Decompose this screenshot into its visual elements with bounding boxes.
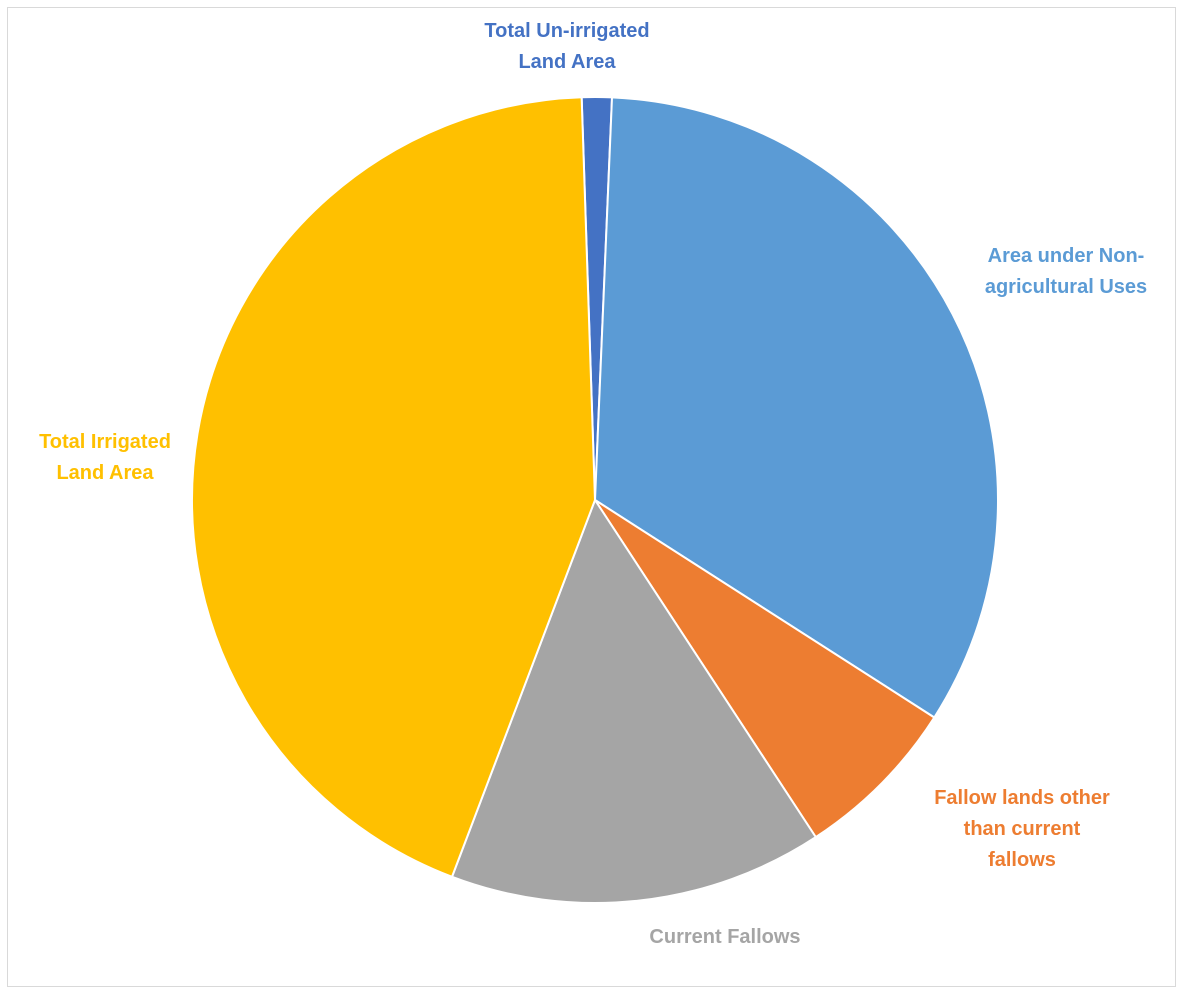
pie-slice-area-under-non-agricultural-uses: [593, 96, 999, 719]
pie-label-line: than current: [964, 818, 1081, 840]
pie-slices: [191, 96, 999, 904]
pie-label-line: Current Fallows: [649, 926, 800, 948]
pie-label-fallow-lands-other-than-current-fallows: Fallow lands other than current fallows: [934, 787, 1110, 871]
pie-label-total-un-irrigated-land-area: Total Un-irrigated Land Area: [484, 20, 649, 73]
pie-label-line: Area under Non-: [988, 245, 1145, 267]
pie-label-line: Total Un-irrigated: [484, 20, 649, 42]
pie-label-line: Land Area: [518, 51, 616, 73]
pie-label-line: Fallow lands other: [934, 787, 1110, 809]
pie-slice-total-irrigated-land-area: [191, 96, 597, 879]
pie-label-current-fallows: Current Fallows: [649, 926, 800, 948]
pie-label-line: fallows: [988, 849, 1056, 871]
pie-slice-fallow-lands-other-than-current-fallows: [594, 499, 936, 839]
pie-label-area-under-non-agricultural-uses: Area under Non-agricultural Uses: [985, 245, 1147, 298]
pie-label-line: Total Irrigated: [39, 431, 171, 453]
pie-label-line: Land Area: [56, 462, 154, 484]
pie-labels: Total Un-irrigated Land Area Area under No…: [39, 20, 1147, 948]
pie-label-total-irrigated-land-area: Total Irrigated Land Area: [39, 431, 171, 484]
pie-label-line: agricultural Uses: [985, 276, 1147, 298]
pie-slice-current-fallows: [450, 497, 818, 904]
